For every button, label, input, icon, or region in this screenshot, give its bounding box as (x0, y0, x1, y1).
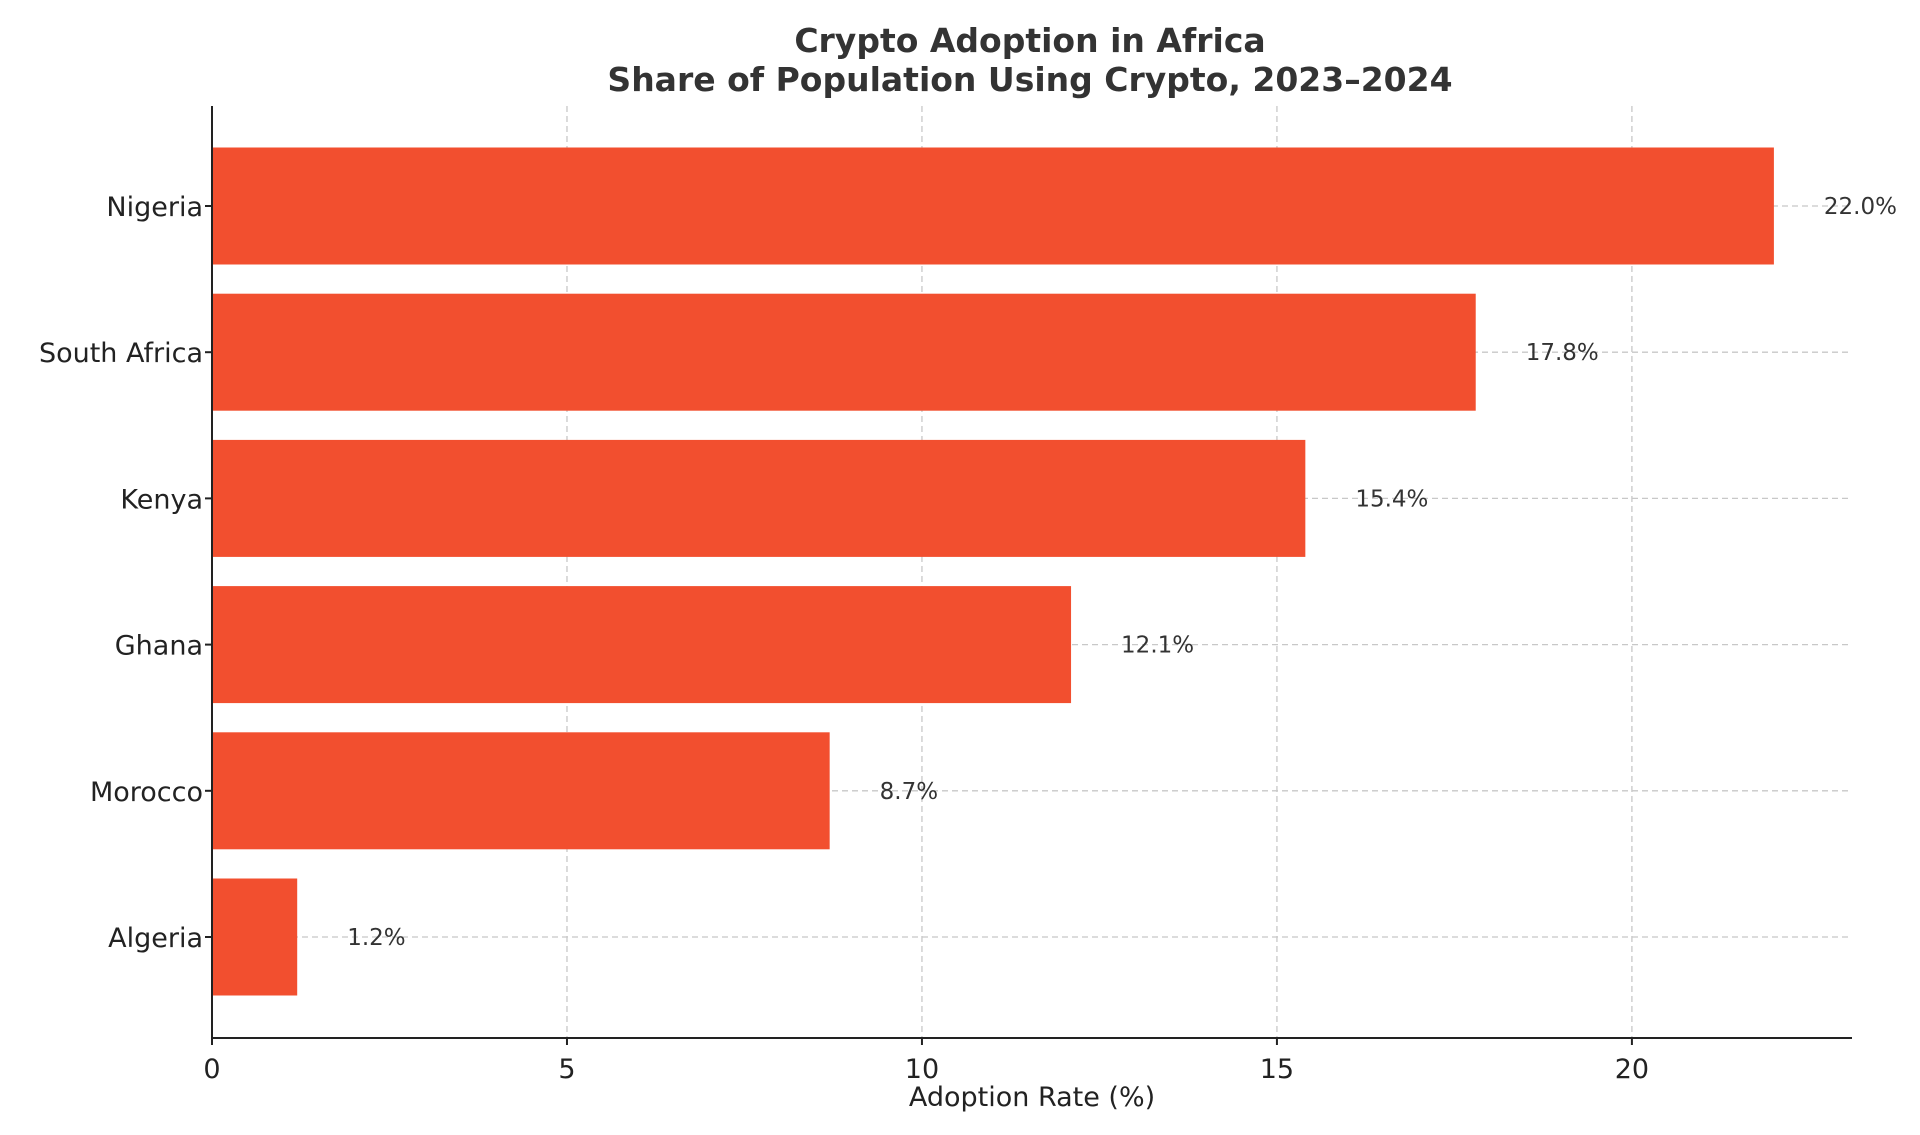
bars (212, 147, 1774, 996)
bar (212, 586, 1072, 704)
category-label: Kenya (120, 484, 203, 515)
bar (212, 293, 1476, 411)
x-axis-label: Adoption Rate (%) (909, 1082, 1155, 1113)
data-label: 17.8% (1526, 340, 1599, 366)
data-label: 22.0% (1824, 194, 1897, 220)
x-tick-label: 20 (1615, 1054, 1649, 1085)
bar (212, 439, 1306, 557)
chart-subtitle: Share of Population Using Crypto, 2023–2… (607, 60, 1452, 99)
x-tick-label: 0 (203, 1054, 220, 1085)
category-label: Ghana (115, 631, 203, 662)
category-label: South Africa (39, 338, 203, 369)
x-tick-label: 5 (558, 1054, 575, 1085)
data-labels: 22.0% 17.8% 15.4% 12.1% 8.7% 1.2% (347, 194, 1897, 951)
bar (212, 732, 830, 850)
x-tick-label: 15 (1260, 1054, 1294, 1085)
category-label: Algeria (108, 923, 203, 954)
chart-title: Crypto Adoption in Africa (794, 21, 1265, 60)
x-axis-ticks: 0 5 10 15 20 (203, 1038, 1649, 1085)
y-axis-tick-labels: Nigeria South Africa Kenya Ghana Morocco Alge… (39, 192, 212, 954)
bar (212, 878, 298, 996)
category-label: Morocco (90, 777, 203, 808)
category-label: Nigeria (106, 192, 203, 223)
data-label: 8.7% (880, 779, 938, 805)
bar (212, 147, 1774, 265)
data-label: 12.1% (1121, 633, 1194, 659)
data-label: 1.2% (347, 925, 405, 951)
x-tick-label: 10 (905, 1054, 939, 1085)
data-label: 15.4% (1355, 486, 1428, 512)
